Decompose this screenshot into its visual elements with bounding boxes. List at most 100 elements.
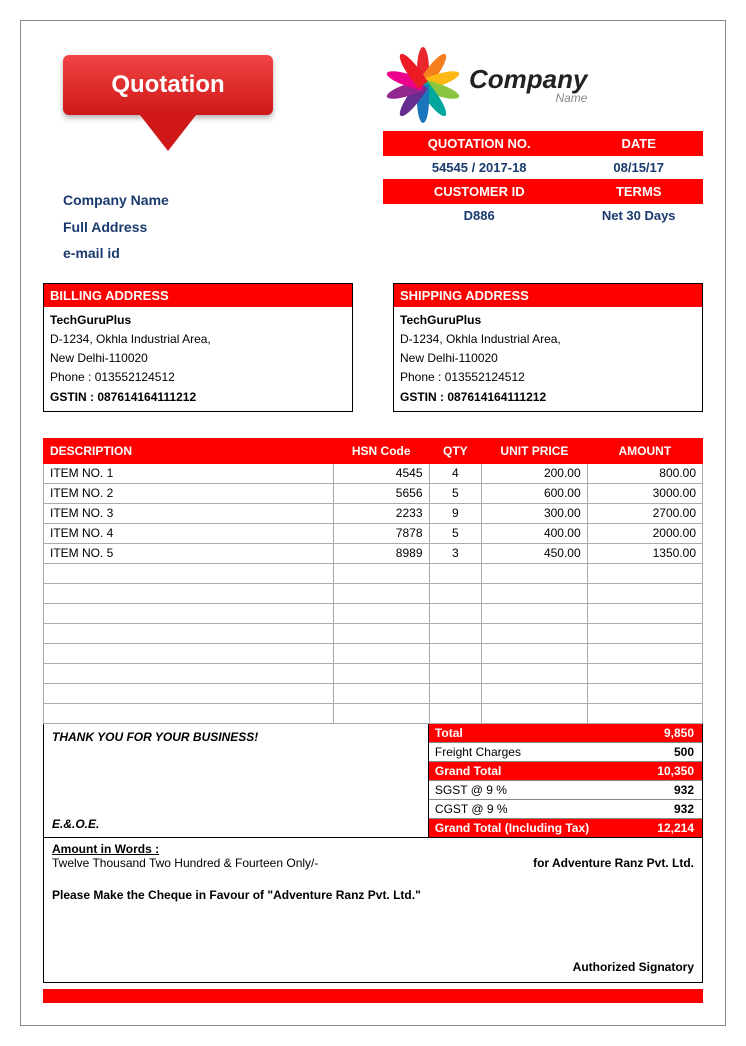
bottom-grid: THANK YOU FOR YOUR BUSINESS! E.&.O.E. To… <box>43 724 703 838</box>
items-header: AMOUNT <box>587 438 702 463</box>
quote-no-value: 54545 / 2017-18 <box>384 156 575 180</box>
shipping-phone: Phone : 013552124512 <box>400 368 696 387</box>
table-row-empty <box>44 563 703 583</box>
table-cell: 5 <box>429 483 482 503</box>
items-header: HSN Code <box>333 438 429 463</box>
table-cell: 800.00 <box>587 463 702 483</box>
quote-info-table: QUOTATION NO. DATE 54545 / 2017-18 08/15… <box>383 131 703 227</box>
for-company: for Adventure Ranz Pvt. Ltd. <box>533 856 694 870</box>
billing-phone: Phone : 013552124512 <box>50 368 346 387</box>
shipping-address-box: SHIPPING ADDRESS TechGuruPlus D-1234, Ok… <box>393 283 703 412</box>
totals-value: 500 <box>622 743 702 761</box>
logo-company: Company <box>469 66 587 92</box>
totals-row: Total9,850 <box>429 724 702 743</box>
table-cell: 5 <box>429 523 482 543</box>
logo-text: Company Name <box>469 66 587 104</box>
totals-row: SGST @ 9 %932 <box>429 781 702 800</box>
table-cell: 2000.00 <box>587 523 702 543</box>
table-cell: 4 <box>429 463 482 483</box>
table-cell: 5656 <box>333 483 429 503</box>
bottom-left: THANK YOU FOR YOUR BUSINESS! E.&.O.E. <box>44 724 429 837</box>
quotation-badge-label: Quotation <box>111 71 224 99</box>
footer-box: Amount in Words : Twelve Thousand Two Hu… <box>43 838 703 983</box>
totals-value: 932 <box>622 800 702 818</box>
billing-line2: New Delhi-110020 <box>50 349 346 368</box>
table-cell: ITEM NO. 3 <box>44 503 334 523</box>
table-cell: 4545 <box>333 463 429 483</box>
table-cell: 1350.00 <box>587 543 702 563</box>
table-cell: 3 <box>429 543 482 563</box>
table-row-empty <box>44 603 703 623</box>
table-row: ITEM NO. 322339300.002700.00 <box>44 503 703 523</box>
table-cell: 7878 <box>333 523 429 543</box>
table-cell: 200.00 <box>482 463 587 483</box>
billing-header: BILLING ADDRESS <box>44 284 352 307</box>
billing-gstin: GSTIN : 087614164111212 <box>50 388 346 407</box>
table-cell: 450.00 <box>482 543 587 563</box>
totals-row: Grand Total10,350 <box>429 762 702 781</box>
totals-block: Total9,850Freight Charges500Grand Total1… <box>429 724 702 837</box>
items-header: UNIT PRICE <box>482 438 587 463</box>
terms-header: TERMS <box>575 180 703 204</box>
thank-you: THANK YOU FOR YOUR BUSINESS! <box>52 730 420 744</box>
shipping-header: SHIPPING ADDRESS <box>394 284 702 307</box>
table-row: ITEM NO. 589893450.001350.00 <box>44 543 703 563</box>
logo-star-icon <box>383 45 463 125</box>
items-table: DESCRIPTIONHSN CodeQTYUNIT PRICEAMOUNT I… <box>43 438 703 724</box>
logo-quote-block: Company Name QUOTATION NO. DATE 54545 / … <box>383 35 703 227</box>
company-logo: Company Name <box>383 45 693 125</box>
table-cell: 9 <box>429 503 482 523</box>
billing-name: TechGuruPlus <box>50 311 346 330</box>
table-cell: ITEM NO. 5 <box>44 543 334 563</box>
eoe: E.&.O.E. <box>52 817 420 831</box>
shipping-name: TechGuruPlus <box>400 311 696 330</box>
totals-label: Grand Total (Including Tax) <box>429 819 622 837</box>
table-cell: 600.00 <box>482 483 587 503</box>
billing-address-box: BILLING ADDRESS TechGuruPlus D-1234, Okh… <box>43 283 353 412</box>
totals-value: 932 <box>622 781 702 799</box>
quote-no-header: QUOTATION NO. <box>384 132 575 156</box>
totals-label: Freight Charges <box>429 743 622 761</box>
totals-label: Grand Total <box>429 762 622 780</box>
table-cell: 2700.00 <box>587 503 702 523</box>
totals-row: Grand Total (Including Tax)12,214 <box>429 819 702 837</box>
totals-label: CGST @ 9 % <box>429 800 622 818</box>
table-cell: 2233 <box>333 503 429 523</box>
company-email: e-mail id <box>63 240 703 267</box>
authorized-signatory: Authorized Signatory <box>52 960 694 974</box>
customer-id-header: CUSTOMER ID <box>384 180 575 204</box>
terms-value: Net 30 Days <box>575 204 703 228</box>
table-cell: 3000.00 <box>587 483 702 503</box>
table-row-empty <box>44 703 703 723</box>
totals-row: CGST @ 9 %932 <box>429 800 702 819</box>
shipping-gstin: GSTIN : 087614164111212 <box>400 388 696 407</box>
table-row-empty <box>44 643 703 663</box>
table-row-empty <box>44 623 703 643</box>
table-cell: ITEM NO. 1 <box>44 463 334 483</box>
table-row-empty <box>44 583 703 603</box>
table-row: ITEM NO. 256565600.003000.00 <box>44 483 703 503</box>
table-cell: 400.00 <box>482 523 587 543</box>
amount-words-label: Amount in Words : <box>52 842 694 856</box>
totals-value: 12,214 <box>622 819 702 837</box>
items-header: DESCRIPTION <box>44 438 334 463</box>
totals-value: 10,350 <box>622 762 702 780</box>
table-row: ITEM NO. 145454200.00800.00 <box>44 463 703 483</box>
table-cell: 300.00 <box>482 503 587 523</box>
table-cell: ITEM NO. 2 <box>44 483 334 503</box>
amount-words: Twelve Thousand Two Hundred & Fourteen O… <box>52 856 318 870</box>
items-header: QTY <box>429 438 482 463</box>
totals-label: Total <box>429 724 622 742</box>
table-row-empty <box>44 663 703 683</box>
quotation-page: Quotation Company Name QUOTATION NO. DAT… <box>20 20 726 1026</box>
quotation-badge: Quotation <box>63 55 273 115</box>
bottom-red-bar <box>43 989 703 1003</box>
totals-label: SGST @ 9 % <box>429 781 622 799</box>
shipping-line2: New Delhi-110020 <box>400 349 696 368</box>
totals-value: 9,850 <box>622 724 702 742</box>
address-row: BILLING ADDRESS TechGuruPlus D-1234, Okh… <box>43 283 703 412</box>
table-row: ITEM NO. 478785400.002000.00 <box>44 523 703 543</box>
date-header: DATE <box>575 132 703 156</box>
date-value: 08/15/17 <box>575 156 703 180</box>
billing-line1: D-1234, Okhla Industrial Area, <box>50 330 346 349</box>
